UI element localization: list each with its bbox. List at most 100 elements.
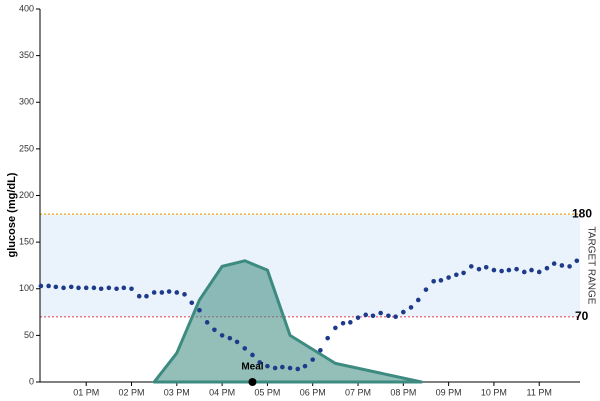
glucose-point [144, 293, 149, 299]
glucose-point [415, 297, 421, 303]
target-high-label: 180 [572, 206, 592, 220]
target-range-label: TARGET RANGE [585, 226, 596, 304]
glucose-point [363, 312, 369, 318]
glucose-point [348, 320, 353, 325]
x-tick-label: 11 PM [527, 387, 552, 397]
x-tick-label: 10 PM [481, 387, 507, 397]
glucose-point [574, 258, 580, 264]
glucose-point [257, 360, 263, 365]
meal-marker [248, 378, 257, 386]
glucose-point [61, 285, 66, 291]
glucose-point [401, 309, 406, 315]
glucose-point [355, 315, 361, 320]
glucose-point [227, 335, 233, 341]
glucose-point [454, 272, 459, 278]
glucose-point [182, 292, 187, 297]
glucose-point [318, 347, 323, 353]
glucose-point [287, 365, 293, 371]
y-axis-label: glucose (mg/dL) [6, 172, 18, 257]
glucose-point [559, 263, 565, 268]
glucose-point [68, 284, 74, 290]
glucose-point [53, 284, 59, 290]
x-tick-label: 05 PM [254, 387, 280, 397]
glucose-point [567, 264, 572, 269]
glucose-point [393, 314, 398, 320]
glucose-point [114, 286, 119, 292]
glucose-point [370, 313, 376, 319]
glucose-point [212, 327, 217, 333]
glucose-point [242, 346, 248, 351]
x-tick-label: 06 PM [300, 387, 326, 397]
glucose-point [536, 269, 542, 275]
y-tick-label: 200 [19, 190, 34, 200]
glucose-point [408, 305, 414, 310]
y-tick-label: 250 [19, 143, 34, 153]
glucose-point [461, 270, 466, 276]
glucose-point [98, 286, 104, 292]
glucose-point [91, 285, 97, 291]
glucose-point [446, 275, 451, 280]
glucose-point [378, 310, 383, 316]
glucose-point [302, 363, 308, 369]
glucose-point [499, 268, 504, 274]
glucose-point [250, 352, 255, 358]
glucose-point [129, 286, 134, 292]
glucose-point [476, 266, 482, 272]
y-tick-label: 300 [19, 97, 34, 107]
glucose-point [76, 285, 81, 291]
glucose-point [431, 278, 436, 284]
glucose-point [438, 278, 444, 283]
x-tick-label: 04 PM [209, 387, 235, 397]
glucose-point [166, 289, 172, 294]
glucose-point [46, 283, 51, 289]
x-tick-label: 01 PM [73, 387, 99, 397]
glucose-point [386, 313, 391, 319]
y-tick-label: 350 [19, 50, 34, 60]
glucose-point [219, 333, 225, 338]
y-tick-label: 400 [19, 3, 34, 13]
x-tick-label: 07 PM [345, 387, 371, 397]
x-tick-label: 09 PM [436, 387, 462, 397]
x-tick-label: 08 PM [390, 387, 416, 397]
glucose-point [521, 269, 527, 275]
glucose-point [136, 293, 142, 299]
meal-label: Meal [241, 362, 263, 373]
glucose-point [333, 325, 338, 331]
y-tick-label: 100 [19, 283, 34, 293]
glucose-point [529, 267, 534, 273]
glucose-point [483, 265, 489, 270]
glucose-point [197, 307, 202, 313]
glucose-point [340, 320, 346, 326]
glucose-point [265, 363, 270, 369]
glucose-point [280, 364, 285, 370]
glucose-point [38, 283, 44, 289]
glucose-point [121, 285, 127, 291]
glucose-point [514, 266, 519, 272]
glucose-point [204, 320, 210, 325]
target-band [40, 214, 580, 317]
glucose-point [83, 285, 89, 291]
x-tick-label: 02 PM [119, 387, 145, 397]
glucose-point [544, 265, 550, 271]
glucose-point [234, 339, 240, 345]
meal-response-area [152, 259, 423, 384]
x-tick-label: 03 PM [164, 387, 190, 397]
glucose-point [325, 335, 330, 341]
target-low-label: 70 [575, 309, 589, 323]
glucose-point [272, 365, 278, 371]
y-tick-label: 50 [24, 330, 34, 340]
glucose-point [174, 290, 180, 295]
glucose-point [491, 267, 497, 273]
glucose-point [423, 287, 429, 292]
glucose-point [106, 285, 112, 291]
glucose-point [189, 300, 195, 306]
glucose-point [159, 290, 165, 295]
glucose-point [468, 264, 474, 269]
glucose-point [310, 357, 316, 362]
y-tick-label: 0 [29, 376, 34, 386]
glucose-point [506, 267, 512, 273]
glucose-point [151, 290, 157, 295]
glucose-point [551, 261, 557, 266]
glucose-point [295, 366, 301, 372]
